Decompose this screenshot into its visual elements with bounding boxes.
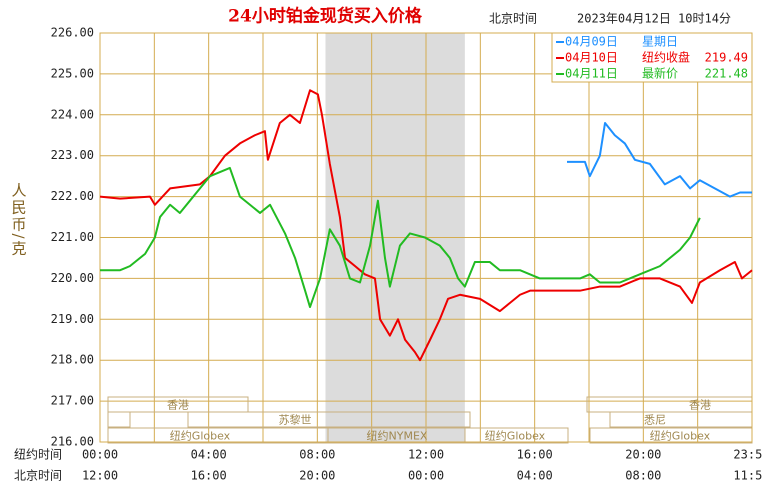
session-label: 悉尼: [644, 414, 666, 427]
price-line: [566, 121, 752, 198]
session-label: 纽约NYMEX: [367, 429, 428, 443]
y-tick-label: 225.00: [51, 66, 94, 80]
subtitle-label: 北京时间: [489, 12, 537, 26]
session-box: [464, 427, 569, 444]
session-label: 香港: [689, 399, 711, 412]
x-tick-label: 16:00: [517, 448, 553, 462]
timestamp: 2023年04月12日 10时14分: [577, 12, 731, 26]
session-box: [107, 396, 249, 413]
session-box: [609, 411, 753, 428]
x-tick-label: 04:00: [191, 448, 227, 462]
x-tick-label: 12:00: [408, 448, 444, 462]
legend-box: [551, 32, 753, 83]
session-label: 纽约Globex: [485, 429, 546, 443]
session-box: [586, 396, 753, 413]
session-label: 香港: [167, 399, 189, 412]
legend-value: 219.49: [705, 51, 748, 65]
session-box: [187, 411, 471, 428]
y-tick-label: 223.00: [51, 148, 94, 162]
x-tick-label: 08:00: [299, 448, 335, 462]
x-tick-label-beijing: 16:00: [191, 469, 227, 483]
y-tick-label: 217.00: [51, 394, 94, 408]
legend-label: 04月10日: [565, 51, 618, 65]
x-tick-label: 23:59: [733, 448, 762, 462]
x-tick-label-beijing: 20:00: [299, 469, 335, 483]
x-axis-label-beijing: 北京时间: [14, 469, 62, 483]
session-label: 纽约Globex: [170, 429, 231, 443]
x-tick-label-beijing: 04:00: [517, 469, 553, 483]
y-tick-label: 220.00: [51, 271, 94, 285]
x-tick-label-beijing: 08:00: [625, 469, 661, 483]
y-tick-label: 226.00: [51, 26, 94, 40]
legend-label: 04月09日: [565, 35, 618, 49]
legend-note: 星期日: [642, 35, 678, 49]
session-label: 纽约Globex: [650, 429, 711, 443]
legend-value: 221.48: [705, 67, 748, 81]
legend-label: 04月11日: [565, 67, 618, 81]
chart-title: 24小时铂金现货买入价格: [228, 6, 423, 27]
y-tick-label: 224.00: [51, 107, 94, 121]
session-box: [107, 411, 131, 428]
x-tick-label-beijing: 11:59: [733, 469, 762, 483]
x-axis-label-ny: 纽约时间: [14, 447, 62, 462]
y-tick-label: 222.00: [51, 189, 94, 203]
y-axis-label: 人民币/克: [10, 182, 28, 257]
price-line: [100, 166, 701, 309]
legend-note: 纽约收盘: [642, 50, 690, 65]
plot-frame: [99, 32, 753, 443]
y-tick-label: 221.00: [51, 230, 94, 244]
y-tick-label: 219.00: [51, 312, 94, 326]
x-tick-label: 00:00: [82, 448, 118, 462]
session-label: 苏黎世: [279, 413, 312, 427]
x-tick-label: 20:00: [625, 448, 661, 462]
price-line: [99, 89, 753, 362]
y-tick-label: 218.00: [51, 353, 94, 367]
legend-note: 最新价: [642, 66, 678, 81]
y-tick-label: 216.00: [51, 435, 94, 449]
x-tick-label-beijing: 00:00: [408, 469, 444, 483]
x-tick-label-beijing: 12:00: [82, 469, 118, 483]
